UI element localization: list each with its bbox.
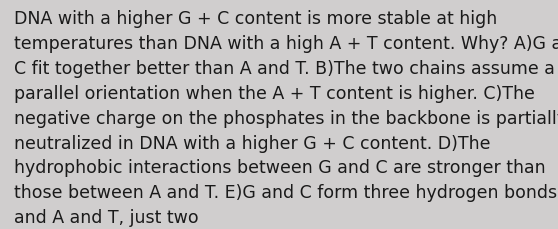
Text: those between A and T. E)G and C form three hydrogen bonds: those between A and T. E)G and C form th… bbox=[14, 183, 557, 201]
Text: C fit together better than A and T. B)The two chains assume a: C fit together better than A and T. B)Th… bbox=[14, 60, 555, 78]
Text: temperatures than DNA with a high A + T content. Why? A)G and: temperatures than DNA with a high A + T … bbox=[14, 35, 558, 53]
Text: DNA with a higher G + C content is more stable at high: DNA with a higher G + C content is more … bbox=[14, 10, 497, 28]
Text: hydrophobic interactions between G and C are stronger than: hydrophobic interactions between G and C… bbox=[14, 159, 546, 177]
Text: parallel orientation when the A + T content is higher. C)The: parallel orientation when the A + T cont… bbox=[14, 85, 535, 102]
Text: and A and T, just two: and A and T, just two bbox=[14, 208, 199, 226]
Text: neutralized in DNA with a higher G + C content. D)The: neutralized in DNA with a higher G + C c… bbox=[14, 134, 490, 152]
Text: negative charge on the phosphates in the backbone is partially: negative charge on the phosphates in the… bbox=[14, 109, 558, 127]
